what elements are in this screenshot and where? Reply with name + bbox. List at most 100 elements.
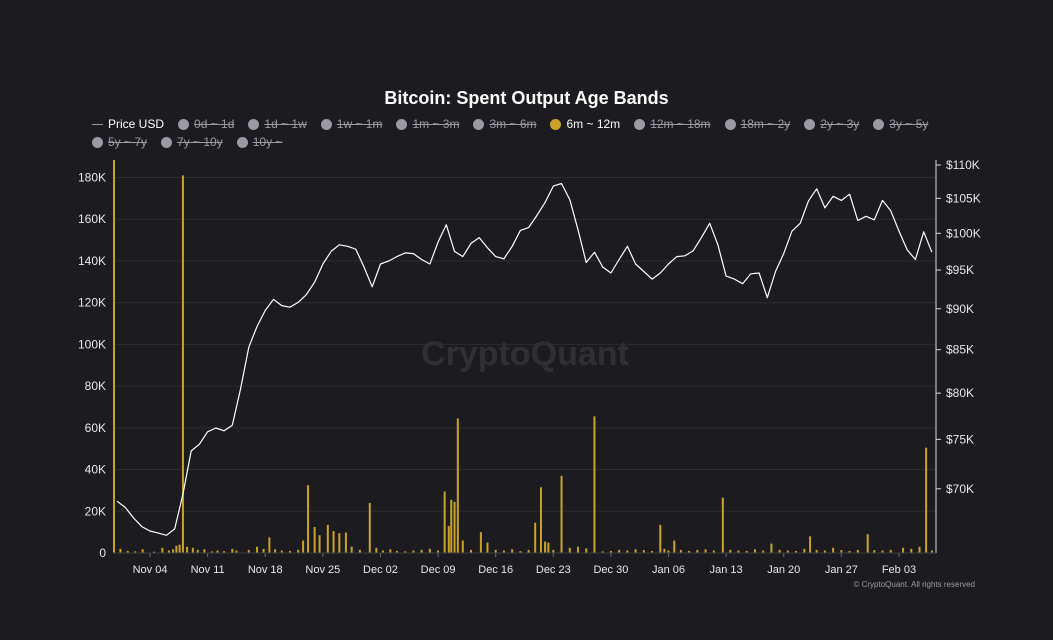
spent-output-bar xyxy=(502,550,505,553)
x-tick-label: Feb 03 xyxy=(882,564,916,576)
legend-item-12m-18m[interactable]: 12m ~ 18m xyxy=(634,117,711,131)
legend-label: 10y ~ xyxy=(252,135,283,149)
spent-output-bar xyxy=(167,550,170,553)
copyright-credit: © CryptoQuant. All rights reserved xyxy=(853,580,976,589)
spent-output-bar xyxy=(534,522,537,553)
x-tick-label: Dec 30 xyxy=(593,564,628,576)
legend-item-price-usd[interactable]: Price USD xyxy=(92,117,164,131)
spent-output-bar xyxy=(552,549,555,553)
y-left-tick-label: 0 xyxy=(99,546,106,560)
x-tick-label: Jan 20 xyxy=(767,564,800,576)
dot-marker-icon xyxy=(550,118,562,130)
x-tick-label: Dec 23 xyxy=(536,564,571,576)
x-tick-label: Dec 09 xyxy=(421,564,456,576)
spent-output-bar xyxy=(539,487,542,553)
spent-output-bar xyxy=(235,550,238,553)
legend-item-3y-5y[interactable]: 3y ~ 5y xyxy=(873,117,928,131)
legend-item-2y-3y[interactable]: 2y ~ 3y xyxy=(804,117,859,131)
spent-output-bar xyxy=(350,546,353,553)
spent-output-bar xyxy=(181,175,184,553)
spent-output-bar xyxy=(344,532,347,553)
spent-output-bar xyxy=(268,537,271,553)
y-right-tick-label: $70K xyxy=(946,482,974,496)
spent-output-bar xyxy=(186,546,189,553)
watermark-text: CryptoQuant xyxy=(421,335,629,373)
y-left-tick-label: 100K xyxy=(78,337,106,351)
spent-output-bar xyxy=(848,550,851,553)
spent-output-bar xyxy=(593,416,596,553)
y-left-tick-label: 40K xyxy=(85,463,106,477)
spent-output-bar xyxy=(412,550,415,553)
y-right-tick-label: $110K xyxy=(946,158,980,172)
spent-output-bar xyxy=(737,550,740,553)
spent-output-bar xyxy=(527,549,530,553)
spent-output-bar xyxy=(395,550,398,553)
y-left-tick-label: 140K xyxy=(78,254,106,268)
y-right-tick-label: $80K xyxy=(946,386,974,400)
legend-item-1w-1m[interactable]: 1w ~ 1m xyxy=(320,117,382,131)
legend-item-5y-7y[interactable]: 5y ~ 7y xyxy=(92,135,147,149)
legend-item-7y-10y[interactable]: 7y ~ 10y xyxy=(161,135,223,149)
legend-label: 18m ~ 2y xyxy=(740,117,791,131)
x-tick-label: Jan 13 xyxy=(710,564,743,576)
legend-label: 7y ~ 10y xyxy=(177,135,223,149)
spent-output-bar xyxy=(642,550,645,553)
legend-label: Price USD xyxy=(108,117,165,131)
spent-output-bar xyxy=(544,541,547,553)
spent-output-bar xyxy=(618,549,621,553)
legend-item-3m-6m[interactable]: 3m ~ 6m xyxy=(473,117,536,131)
spent-output-bar xyxy=(453,501,456,553)
spent-output-bar xyxy=(873,550,876,553)
dot-marker-icon xyxy=(804,118,816,130)
spent-output-bar xyxy=(161,547,164,553)
spent-output-bar xyxy=(547,542,550,553)
legend-label: 1d ~ 1w xyxy=(264,117,307,131)
spent-output-bar xyxy=(210,551,213,553)
spent-output-bar xyxy=(568,547,571,553)
legend-label: 3y ~ 5y xyxy=(889,117,929,131)
spent-output-bar xyxy=(280,550,283,553)
spent-output-bar xyxy=(889,549,892,553)
spent-output-bar xyxy=(815,549,818,553)
spent-output-bar xyxy=(753,549,756,553)
spent-output-bar xyxy=(856,549,859,553)
spent-output-bar xyxy=(461,540,464,553)
dot-marker-icon xyxy=(724,118,736,130)
legend-item-1m-3m[interactable]: 1m ~ 3m xyxy=(396,117,459,131)
spent-output-bar xyxy=(634,549,637,553)
spent-output-bar xyxy=(778,549,781,553)
spent-output-bar xyxy=(196,549,199,553)
legend-item-6m-12m[interactable]: 6m ~ 12m xyxy=(550,117,620,131)
spent-output-bar xyxy=(729,549,732,553)
legend-item-10y[interactable]: 10y ~ xyxy=(236,135,283,149)
spent-output-bar xyxy=(609,550,612,553)
spent-output-bar xyxy=(770,543,773,553)
spent-output-bar xyxy=(216,550,219,553)
legend-item-0d-1d[interactable]: 0d ~ 1d xyxy=(178,117,234,131)
spent-output-bar xyxy=(313,526,316,553)
spent-output-bar xyxy=(470,549,473,553)
x-tick-label: Nov 11 xyxy=(191,564,225,576)
spent-output-bar xyxy=(560,475,563,553)
y-right-tick-label: $75K xyxy=(946,432,974,446)
spent-output-bar xyxy=(832,547,835,553)
spent-output-bar xyxy=(326,524,329,553)
y-left-tick-label: 120K xyxy=(78,296,106,310)
spent-output-bar xyxy=(823,550,826,553)
spent-output-bar xyxy=(910,548,913,553)
legend-label: 2y ~ 3y xyxy=(820,117,860,131)
legend-item-18m-2y[interactable]: 18m ~ 2y xyxy=(724,117,791,131)
dot-marker-icon xyxy=(92,136,103,148)
spent-output-bar xyxy=(288,550,291,553)
spent-output-bar xyxy=(762,550,765,553)
spent-output-bar xyxy=(585,548,588,553)
spent-output-bar xyxy=(332,531,335,553)
legend-label: 6m ~ 12m xyxy=(566,117,621,131)
spent-output-bar xyxy=(696,549,699,553)
y-right-tick-label: $105K xyxy=(946,191,981,205)
dot-marker-icon xyxy=(873,118,885,130)
legend-item-1d-1w[interactable]: 1d ~ 1w xyxy=(248,117,307,131)
spent-output-bar xyxy=(247,549,250,553)
spent-output-bar xyxy=(679,549,682,553)
spent-output-bar xyxy=(338,533,341,553)
